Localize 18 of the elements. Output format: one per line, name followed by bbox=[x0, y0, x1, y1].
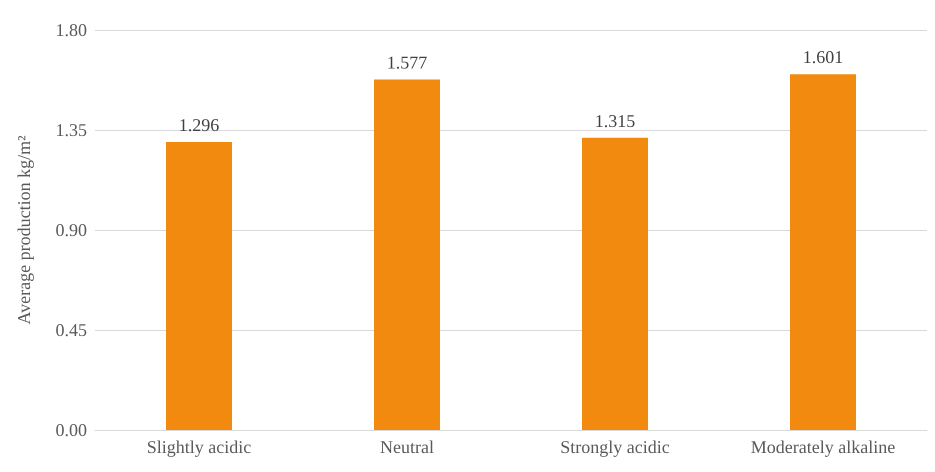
data-label: 1.296 bbox=[178, 115, 220, 135]
x-tick-label: Moderately alkaline bbox=[750, 437, 896, 457]
bar bbox=[166, 142, 232, 430]
x-tick-label: Neutral bbox=[380, 437, 434, 457]
y-tick-label: 0.45 bbox=[56, 320, 87, 340]
data-label: 1.601 bbox=[802, 47, 844, 68]
y-tick-label: 1.35 bbox=[56, 120, 87, 140]
x-tick-label: Slightly acidic bbox=[146, 437, 252, 457]
y-tick-label: 0.00 bbox=[56, 420, 87, 440]
y-tick-label: 1.80 bbox=[56, 20, 87, 40]
x-tick-label: Strongly acidic bbox=[560, 437, 670, 457]
bar bbox=[582, 138, 648, 430]
data-label: 1.577 bbox=[386, 52, 428, 73]
data-label: 1.315 bbox=[594, 110, 636, 131]
bar bbox=[790, 74, 856, 430]
bar bbox=[374, 80, 440, 430]
y-axis-title: Average production kg/m² bbox=[14, 135, 34, 325]
y-tick-label: 0.90 bbox=[56, 220, 87, 240]
